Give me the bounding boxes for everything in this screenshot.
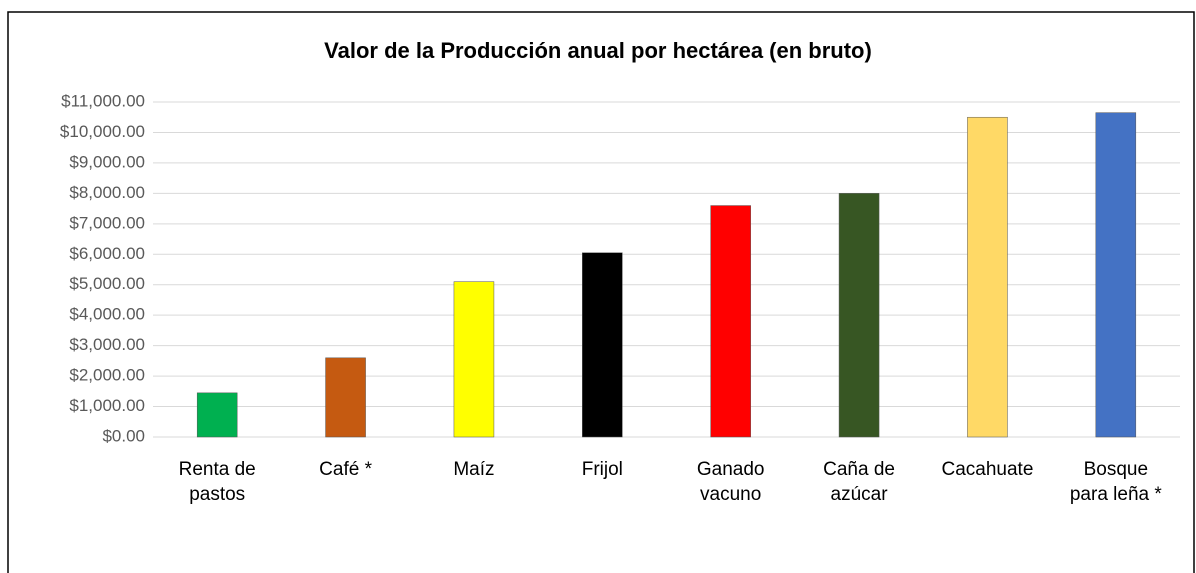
bar <box>838 193 880 438</box>
x-tick-label: Caña de azúcar <box>823 459 895 505</box>
y-tick-label: $5,000.00 <box>69 274 145 293</box>
bar <box>453 281 495 438</box>
y-tick-label: $9,000.00 <box>69 152 145 171</box>
x-tick-label: Cacahuate <box>941 459 1034 480</box>
x-tick-label: Frijol <box>581 459 623 480</box>
x-tick-label: Bosque para leña * <box>1069 459 1162 505</box>
y-tick-label: $10,000.00 <box>60 122 145 141</box>
bar <box>1095 112 1137 438</box>
y-tick-label: $4,000.00 <box>69 305 145 324</box>
y-tick-label: $8,000.00 <box>69 183 145 202</box>
x-tick-label: Maíz <box>453 459 495 480</box>
y-tick-label: $7,000.00 <box>69 213 145 232</box>
x-tick-label: Renta de pastos <box>178 459 256 505</box>
y-tick-label: $0.00 <box>102 426 145 445</box>
bar <box>967 116 1008 438</box>
bar <box>710 205 751 438</box>
y-tick-label: $1,000.00 <box>69 396 145 415</box>
x-tick-label: Ganado vacuno <box>696 459 765 505</box>
bar <box>582 252 623 438</box>
chart-title: Valor de la Producción anual por hectáre… <box>324 38 872 63</box>
y-tick-label: $11,000.00 <box>61 91 145 110</box>
y-tick-label: $2,000.00 <box>69 366 145 385</box>
y-tick-label: $6,000.00 <box>69 244 145 263</box>
bar <box>196 392 238 438</box>
bar <box>325 357 366 438</box>
x-tick-label: Café * <box>319 459 372 480</box>
y-tick-label: $3,000.00 <box>69 335 145 354</box>
